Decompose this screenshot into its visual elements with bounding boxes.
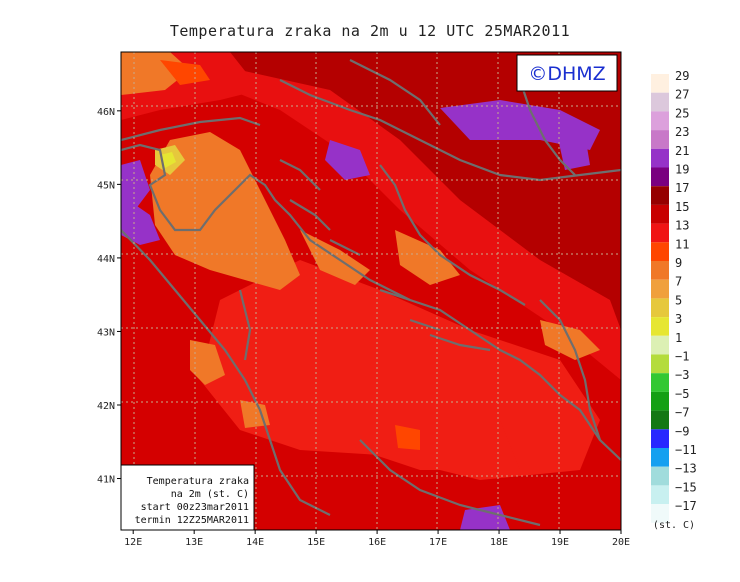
legend-swatch [651,410,669,430]
legend-swatch [651,186,669,205]
legend-label: 9 [675,256,682,270]
temperature-field [121,52,621,530]
legend-swatch [651,223,669,243]
info-line-2: na 2m (st. C) [171,489,249,500]
map-title: Temperatura zraka na 2m u 12 UTC 25MAR20… [169,22,571,40]
legend-label: −15 [675,480,697,494]
legend-swatch [651,317,669,336]
lon-tick-label: 19E [551,537,569,548]
legend-label: 17 [675,181,689,195]
legend-label: −13 [675,462,697,476]
legend-swatch [651,391,669,411]
legend-label: 1 [675,331,682,345]
lon-axis: 12E 13E 14E 15E 16E 17E 18E 19E 20E [124,530,630,548]
lon-tick-label: 15E [307,537,325,548]
legend-label: 27 [675,88,689,102]
lat-tick-label: 42N [97,401,115,412]
legend-swatch [651,279,669,299]
lon-tick-label: 13E [185,537,203,548]
legend-label: 19 [675,163,689,177]
legend-label: 11 [675,237,689,251]
info-line-4: termin 12Z25MAR2011 [135,515,249,526]
legend-swatch [651,504,669,523]
lon-tick-label: 20E [612,537,630,548]
legend-label: 7 [675,275,682,289]
legend-swatch [651,429,669,448]
legend-swatch [651,448,669,467]
legend-swatch [651,261,669,280]
legend-label: 21 [675,144,689,158]
legend-swatch [651,373,669,392]
legend-label: −7 [675,406,689,420]
legend-label: −1 [675,350,689,364]
legend-swatch [651,242,669,261]
lon-tick-label: 18E [490,537,508,548]
info-box: Temperatura zraka na 2m (st. C) start 00… [120,464,255,531]
legend-label: 25 [675,106,689,120]
legend-label: −5 [675,387,689,401]
lat-axis: 41N 42N 43N 44N 45N 46N [97,107,121,486]
legend-swatch [651,92,669,112]
lat-tick-label: 43N [97,327,115,338]
lat-lon-grid [121,52,621,530]
legend-label: −9 [675,424,689,438]
legend-label: 13 [675,219,689,233]
map-frame [120,51,622,531]
info-line-1: Temperatura zraka [147,476,249,487]
legend-swatch [651,204,669,224]
legend-unit: (st. C) [653,520,695,531]
lon-tick-label: 16E [368,537,386,548]
legend-label: 29 [675,69,689,83]
legend-swatch [651,335,669,355]
legend-label: 5 [675,293,682,307]
legend-label: 23 [675,125,689,139]
legend-label: −11 [675,443,697,457]
lat-tick-label: 44N [97,254,115,265]
legend-swatch [651,148,669,168]
lon-tick-label: 17E [429,537,447,548]
dhmz-logo: ©DHMZ [516,54,618,92]
lon-tick-label: 12E [124,537,142,548]
lat-tick-label: 41N [97,475,115,486]
legend-swatch [651,167,669,187]
legend-swatch [651,354,669,374]
lat-tick-label: 45N [97,180,115,191]
coastlines [121,59,621,527]
logo-text: ©DHMZ [528,63,605,85]
color-legend: 29 27 25 23 21 19 17 15 13 11 9 7 5 3 1 −1 −3 −5 −7 −9 −11 −1… [651,69,697,523]
legend-label: −3 [675,368,689,382]
legend-swatch [651,298,669,318]
lat-tick-label: 46N [97,107,115,118]
legend-label: 15 [675,200,689,214]
info-line-3: start 00z23mar2011 [141,502,249,513]
legend-swatch [651,130,669,149]
legend-swatch [651,485,669,505]
legend-label: 3 [675,312,682,326]
lon-tick-label: 14E [246,537,264,548]
legend-label: −17 [675,499,697,513]
legend-swatch [651,74,669,93]
legend-swatch [651,111,669,131]
legend-swatch [651,466,669,486]
